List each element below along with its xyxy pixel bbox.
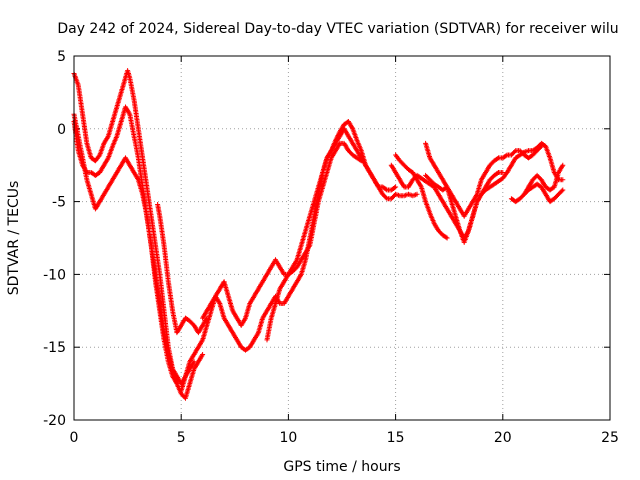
y-tick-label: -10	[43, 267, 66, 283]
series-markers	[508, 181, 566, 205]
series-track-2	[71, 104, 197, 387]
chart-title: Day 242 of 2024, Sidereal Day-to-day VTE…	[57, 21, 618, 37]
x-axis-label: GPS time / hours	[283, 459, 400, 475]
series-track-8	[393, 152, 450, 241]
series-track-6	[200, 119, 399, 328]
y-tick-label: 5	[57, 49, 66, 65]
series-line	[266, 142, 363, 341]
x-tick-label: 0	[70, 430, 79, 446]
series-line	[424, 142, 564, 244]
series-markers	[521, 162, 566, 197]
series-track-4	[155, 202, 210, 336]
y-tick-label: -5	[52, 195, 66, 211]
data-series	[71, 68, 566, 401]
series-markers	[155, 202, 210, 336]
plot-frame	[73, 55, 611, 421]
series-track-7	[264, 140, 364, 343]
y-tick-label: 0	[57, 122, 66, 138]
y-axis-ticks: 5 0 -5 -10 -15 -20	[43, 49, 610, 429]
series-markers	[200, 119, 399, 328]
series-track-13	[521, 162, 566, 197]
y-axis-label: SDTVAR / TECUs	[6, 181, 22, 296]
series-track-3	[71, 111, 180, 387]
series-track-11	[423, 140, 544, 219]
x-tick-label: 10	[279, 430, 297, 446]
x-tick-label: 25	[601, 430, 619, 446]
series-track-1	[71, 68, 206, 401]
series-markers	[71, 104, 197, 387]
series-track-12	[508, 181, 566, 205]
x-tick-label: 20	[494, 430, 512, 446]
series-line	[201, 120, 397, 327]
y-tick-label: -15	[43, 340, 66, 356]
series-markers	[264, 140, 364, 343]
x-tick-label: 15	[387, 430, 405, 446]
series-markers	[423, 140, 544, 219]
x-axis-ticks: 0 5 10 15 20 25	[70, 56, 619, 446]
y-tick-label: -20	[43, 413, 66, 429]
x-tick-label: 5	[177, 430, 186, 446]
series-markers	[71, 68, 206, 401]
series-markers	[71, 111, 180, 387]
series-markers	[393, 152, 450, 241]
